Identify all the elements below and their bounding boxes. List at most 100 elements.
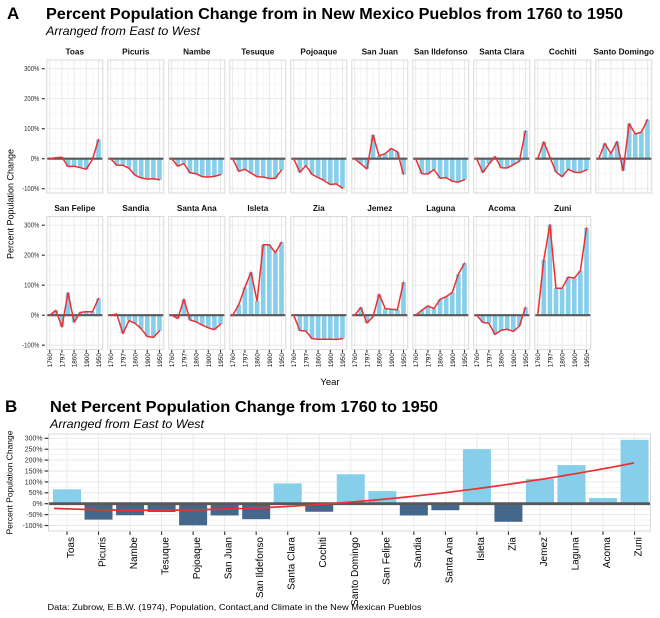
svg-text:Picuris: Picuris — [98, 537, 109, 567]
svg-text:Acoma: Acoma — [602, 537, 613, 569]
svg-text:Zia: Zia — [507, 537, 518, 551]
svg-text:1797: 1797 — [486, 353, 493, 367]
svg-text:1860: 1860 — [255, 353, 262, 367]
svg-text:1950: 1950 — [523, 353, 530, 367]
svg-text:Santa Ana: Santa Ana — [444, 537, 455, 584]
svg-text:Percent Population Change: Percent Population Change — [6, 149, 16, 259]
svg-text:1900: 1900 — [206, 353, 213, 367]
svg-text:1950: 1950 — [218, 353, 225, 367]
svg-text:Tesuque: Tesuque — [241, 48, 275, 57]
svg-text:100%: 100% — [24, 283, 39, 290]
svg-text:1760: 1760 — [413, 353, 420, 367]
svg-text:300%: 300% — [24, 223, 39, 230]
svg-text:San Felipe: San Felipe — [54, 204, 95, 213]
svg-text:1797: 1797 — [181, 353, 188, 367]
svg-text:Data: Zubrow, E.B.W. (1974), P: Data: Zubrow, E.B.W. (1974), Population,… — [48, 602, 422, 612]
svg-text:Pojoaque: Pojoaque — [300, 48, 337, 57]
svg-text:1900: 1900 — [389, 353, 396, 367]
svg-text:Picuris: Picuris — [122, 48, 150, 57]
svg-text:Cochiti: Cochiti — [549, 48, 577, 57]
svg-text:1760: 1760 — [291, 353, 298, 367]
svg-text:Zuni: Zuni — [554, 204, 571, 213]
svg-text:Santa Ana: Santa Ana — [177, 204, 217, 213]
svg-text:1860: 1860 — [560, 353, 567, 367]
svg-text:B: B — [5, 397, 17, 416]
svg-text:Percent Population Change: Percent Population Change — [5, 430, 15, 534]
svg-text:1950: 1950 — [279, 353, 286, 367]
svg-text:1860: 1860 — [377, 353, 384, 367]
svg-text:Jemez: Jemez — [539, 537, 550, 566]
svg-text:1760: 1760 — [535, 353, 542, 367]
svg-text:100%: 100% — [24, 126, 39, 133]
svg-text:1950: 1950 — [584, 353, 591, 367]
svg-text:Arranged from East to West: Arranged from East to West — [45, 24, 201, 38]
svg-text:Sandia: Sandia — [122, 204, 149, 213]
svg-text:100%: 100% — [25, 477, 43, 486]
svg-text:Pojoaque: Pojoaque — [192, 537, 203, 580]
svg-text:Nambe: Nambe — [183, 48, 211, 57]
svg-text:1950: 1950 — [462, 353, 469, 367]
svg-text:Laguna: Laguna — [570, 537, 581, 571]
svg-text:1900: 1900 — [572, 353, 579, 367]
svg-text:San Felipe: San Felipe — [381, 537, 392, 585]
svg-text:1860: 1860 — [438, 353, 445, 367]
svg-text:Santa Clara: Santa Clara — [287, 537, 298, 590]
svg-text:1950: 1950 — [157, 353, 164, 367]
svg-text:Toas: Toas — [66, 48, 85, 57]
svg-text:1950: 1950 — [401, 353, 408, 367]
svg-text:1797: 1797 — [303, 353, 310, 367]
svg-text:1900: 1900 — [145, 353, 152, 367]
svg-text:1900: 1900 — [84, 353, 91, 367]
svg-text:200%: 200% — [24, 96, 39, 103]
svg-text:300%: 300% — [24, 66, 39, 73]
svg-text:1797: 1797 — [547, 353, 554, 367]
svg-text:1797: 1797 — [59, 353, 66, 367]
svg-text:1797: 1797 — [425, 353, 432, 367]
svg-text:San Juan: San Juan — [362, 48, 398, 57]
svg-text:Toas: Toas — [66, 537, 77, 558]
svg-text:Isleta: Isleta — [476, 537, 487, 561]
svg-text:1950: 1950 — [96, 353, 103, 367]
svg-text:Santo Domingo: Santo Domingo — [594, 48, 655, 57]
svg-text:Sandia: Sandia — [413, 537, 424, 569]
svg-text:1860: 1860 — [316, 353, 323, 367]
svg-text:A: A — [7, 4, 19, 23]
svg-text:Tesuque: Tesuque — [161, 537, 172, 575]
svg-text:Year: Year — [320, 377, 339, 388]
svg-text:San Ildefonso: San Ildefonso — [414, 48, 468, 57]
svg-text:1900: 1900 — [328, 353, 335, 367]
svg-text:1760: 1760 — [108, 353, 115, 367]
svg-text:Laguna: Laguna — [426, 204, 456, 213]
svg-text:Zia: Zia — [313, 204, 325, 213]
svg-text:-50%: -50% — [26, 510, 42, 519]
svg-text:1900: 1900 — [450, 353, 457, 367]
svg-text:300%: 300% — [25, 434, 43, 443]
svg-text:1860: 1860 — [133, 353, 140, 367]
svg-text:250%: 250% — [25, 445, 43, 454]
svg-text:1760: 1760 — [352, 353, 359, 367]
svg-text:1900: 1900 — [267, 353, 274, 367]
svg-text:Arranged from East to West: Arranged from East to West — [49, 417, 205, 431]
svg-text:San Ildefonso: San Ildefonso — [255, 537, 266, 599]
svg-text:1760: 1760 — [230, 353, 237, 367]
svg-text:0%: 0% — [31, 313, 40, 320]
svg-text:Percent Population Change from: Percent Population Change from in New Me… — [46, 6, 623, 23]
svg-text:150%: 150% — [25, 466, 43, 475]
svg-text:Acoma: Acoma — [488, 204, 516, 213]
svg-text:1760: 1760 — [169, 353, 176, 367]
svg-text:Jemez: Jemez — [367, 204, 392, 213]
svg-text:1760: 1760 — [47, 353, 54, 367]
svg-text:Zuni: Zuni — [634, 537, 645, 556]
svg-text:-100%: -100% — [22, 343, 39, 350]
svg-text:200%: 200% — [25, 456, 43, 465]
svg-text:50%: 50% — [29, 488, 43, 497]
svg-text:San Juan: San Juan — [224, 537, 235, 579]
svg-text:1797: 1797 — [242, 353, 249, 367]
svg-text:Cochiti: Cochiti — [318, 537, 329, 568]
svg-text:0%: 0% — [31, 156, 40, 163]
svg-text:1900: 1900 — [511, 353, 518, 367]
svg-text:1860: 1860 — [499, 353, 506, 367]
svg-text:Santa Clara: Santa Clara — [479, 48, 524, 57]
svg-text:-100%: -100% — [22, 186, 39, 193]
svg-text:1860: 1860 — [72, 353, 79, 367]
